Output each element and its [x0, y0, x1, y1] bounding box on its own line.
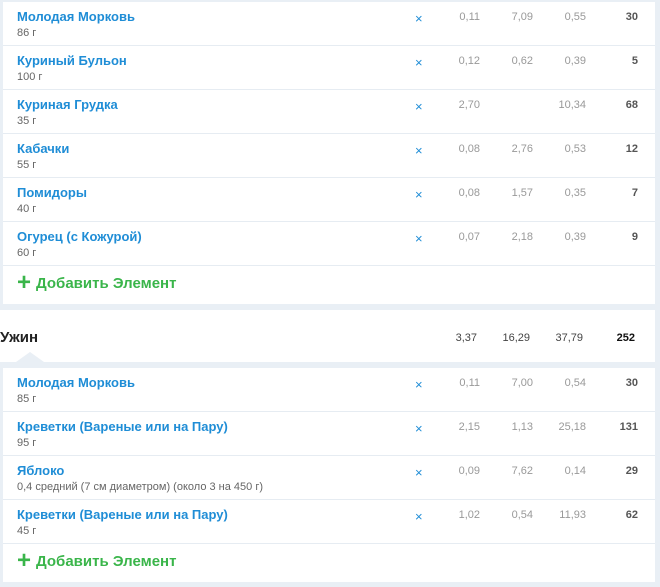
- add-item-label: Добавить Элемент: [36, 274, 177, 292]
- food-amount: 85 г: [17, 393, 37, 405]
- delete-icon[interactable]: ×: [415, 187, 423, 202]
- carbs-value: 0,62: [511, 55, 533, 67]
- protein-value: 0,14: [564, 465, 586, 477]
- calories-value: 7: [631, 187, 638, 199]
- food-row: Молодая Морковь 85 г × 0,11 7,00 0,54 30: [3, 368, 655, 412]
- carbs-value: 7,09: [511, 11, 533, 23]
- delete-icon[interactable]: ×: [415, 99, 423, 114]
- food-amount: 55 г: [17, 159, 37, 171]
- meal-protein-total: 37,79: [555, 332, 583, 344]
- meal-calories-total: 252: [616, 332, 635, 344]
- carbs-value: 1,57: [511, 187, 533, 199]
- food-amount: 45 г: [17, 525, 37, 537]
- protein-value: 0,54: [564, 377, 586, 389]
- food-amount: 0,4 средний (7 см диаметром) (около 3 на…: [17, 481, 264, 493]
- carbs-value: 2,76: [511, 143, 533, 155]
- food-name-link[interactable]: Молодая Морковь: [17, 9, 135, 24]
- calories-value: 30: [625, 11, 638, 23]
- protein-value: 0,35: [564, 187, 586, 199]
- calories-value: 12: [625, 143, 638, 155]
- fat-value: 2,70: [458, 99, 480, 111]
- fat-value: 0,11: [459, 377, 480, 389]
- food-amount: 40 г: [17, 203, 37, 215]
- delete-icon[interactable]: ×: [415, 231, 423, 246]
- food-name-link[interactable]: Огурец (с Кожурой): [17, 229, 142, 244]
- fat-value: 0,09: [458, 465, 480, 477]
- food-amount: 100 г: [17, 71, 43, 83]
- protein-value: 0,39: [564, 231, 586, 243]
- delete-icon[interactable]: ×: [415, 465, 423, 480]
- calories-value: 131: [619, 421, 638, 433]
- food-row: Помидоры 40 г × 0,08 1,57 0,35 7: [3, 178, 655, 222]
- food-row: Куриный Бульон 100 г × 0,12 0,62 0,39 5: [3, 46, 655, 90]
- carbs-value: 2,18: [511, 231, 533, 243]
- plus-icon: +: [17, 547, 32, 574]
- add-item-button[interactable]: + Добавить Элемент: [17, 269, 177, 296]
- food-name-link[interactable]: Кабачки: [17, 141, 70, 156]
- notch-pointer: [16, 352, 44, 362]
- delete-icon[interactable]: ×: [415, 11, 423, 26]
- food-row: Огурец (с Кожурой) 60 г × 0,07 2,18 0,39…: [3, 222, 655, 266]
- food-row: Креветки (Вареные или на Пару) 45 г × 1,…: [3, 500, 655, 544]
- food-row: Молодая Морковь 86 г × 0,11 7,09 0,55 30: [3, 2, 655, 46]
- protein-value: 0,53: [564, 143, 586, 155]
- food-amount: 35 г: [17, 115, 37, 127]
- food-row: Яблоко 0,4 средний (7 см диаметром) (око…: [3, 456, 655, 500]
- delete-icon[interactable]: ×: [415, 377, 423, 392]
- food-name-link[interactable]: Креветки (Вареные или на Пару): [17, 419, 228, 434]
- food-row: Куриная Грудка 35 г × 2,70 10,34 68: [3, 90, 655, 134]
- calories-value: 5: [631, 55, 638, 67]
- protein-value: 25,18: [558, 421, 586, 433]
- food-name-link[interactable]: Молодая Морковь: [17, 375, 135, 390]
- food-name-link[interactable]: Помидоры: [17, 185, 87, 200]
- calories-value: 68: [625, 99, 638, 111]
- dinner-card: Молодая Морковь 85 г × 0,11 7,00 0,54 30…: [3, 368, 655, 582]
- food-row: Кабачки 55 г × 0,08 2,76 0,53 12: [3, 134, 655, 178]
- food-amount: 95 г: [17, 437, 37, 449]
- food-row: Креветки (Вареные или на Пару) 95 г × 2,…: [3, 412, 655, 456]
- delete-icon[interactable]: ×: [415, 509, 423, 524]
- calories-value: 29: [625, 465, 638, 477]
- add-item-row: + Добавить Элемент: [3, 266, 655, 304]
- protein-value: 0,39: [564, 55, 586, 67]
- delete-icon[interactable]: ×: [415, 143, 423, 158]
- meal-title: Ужин: [0, 329, 39, 346]
- delete-icon[interactable]: ×: [415, 421, 423, 436]
- plus-icon: +: [17, 269, 32, 296]
- calories-value: 9: [631, 231, 638, 243]
- meal-header-dinner: Ужин 3,37 16,29 37,79 252: [0, 310, 655, 362]
- protein-value: 11,93: [559, 509, 586, 521]
- food-name-link[interactable]: Куриная Грудка: [17, 97, 118, 112]
- food-name-link[interactable]: Куриный Бульон: [17, 53, 127, 68]
- fat-value: 2,15: [458, 421, 480, 433]
- add-item-label: Добавить Элемент: [36, 552, 177, 570]
- fat-value: 0,08: [458, 143, 480, 155]
- carbs-value: 0,54: [511, 509, 533, 521]
- lunch-card: Молодая Морковь 86 г × 0,11 7,09 0,55 30…: [3, 2, 655, 304]
- carbs-value: 7,00: [511, 377, 533, 389]
- calories-value: 30: [625, 377, 638, 389]
- protein-value: 0,55: [564, 11, 586, 23]
- add-item-button[interactable]: + Добавить Элемент: [17, 547, 177, 574]
- fat-value: 0,11: [459, 11, 480, 23]
- carbs-value: 7,62: [511, 465, 533, 477]
- food-name-link[interactable]: Креветки (Вареные или на Пару): [17, 507, 228, 522]
- meal-fat-total: 3,37: [455, 332, 477, 344]
- fat-value: 0,12: [458, 55, 480, 67]
- food-name-link[interactable]: Яблоко: [17, 463, 65, 478]
- calories-value: 62: [625, 509, 638, 521]
- fat-value: 0,08: [458, 187, 480, 199]
- fat-value: 1,02: [458, 509, 480, 521]
- meal-carbs-total: 16,29: [502, 332, 530, 344]
- carbs-value: 1,13: [511, 421, 533, 433]
- add-item-row: + Добавить Элемент: [3, 544, 655, 582]
- fat-value: 0,07: [458, 231, 480, 243]
- food-amount: 60 г: [17, 247, 37, 259]
- protein-value: 10,34: [558, 99, 586, 111]
- food-amount: 86 г: [17, 27, 37, 39]
- delete-icon[interactable]: ×: [415, 55, 423, 70]
